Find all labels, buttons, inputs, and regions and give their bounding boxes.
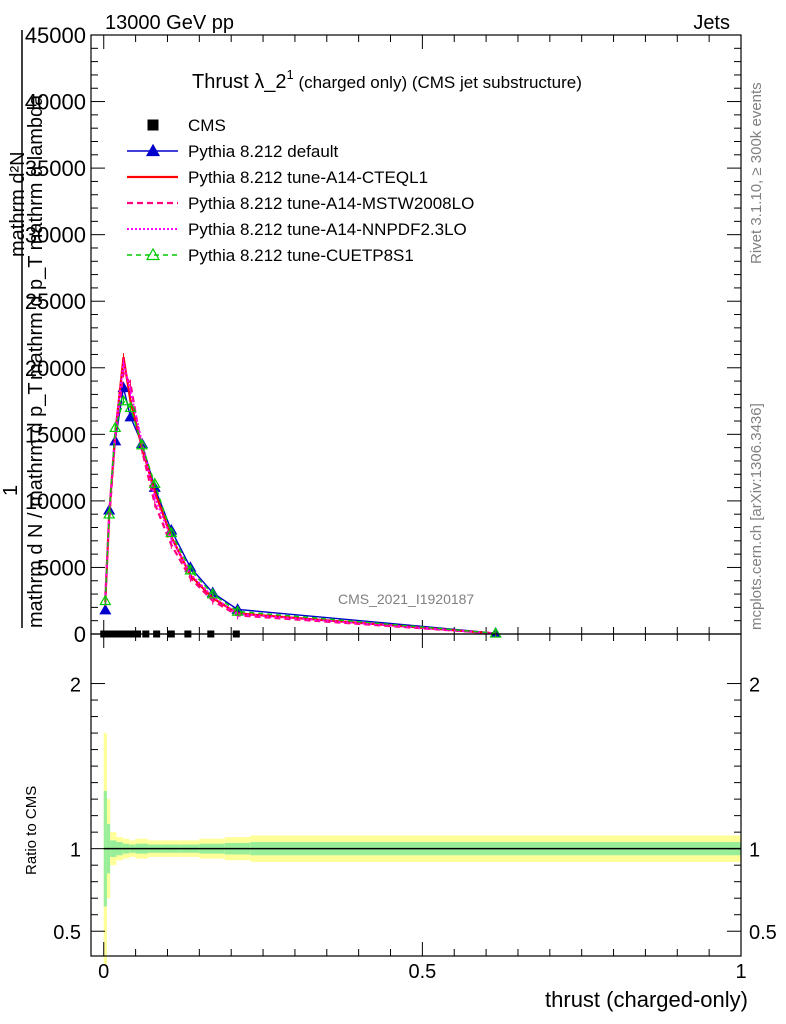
ratio-y-label: Ratio to CMS — [23, 786, 40, 875]
legend-label: Pythia 8.212 tune-A14-CTEQL1 — [188, 168, 428, 187]
series-default-point — [99, 603, 112, 615]
series-cuetp8s1-point — [109, 421, 122, 433]
y-label-lower-bottom: mathrm d N / mathrm d p_T — [25, 382, 47, 628]
series-cuetp8s1-point — [184, 563, 197, 575]
legend-label: Pythia 8.212 default — [188, 142, 339, 161]
y-tick-label: 20000 — [25, 356, 86, 381]
x-axis-label: thrust (charged-only) — [545, 987, 748, 1012]
ratio-frame — [90, 633, 742, 957]
legend-marker-cms — [147, 119, 159, 131]
header-right: Jets — [693, 12, 730, 34]
y-tick-label: 35000 — [25, 156, 86, 181]
chart-title-sup: 1 — [286, 67, 293, 82]
legend-label: Pythia 8.212 tune-A14-NNPDF2.3LO — [188, 220, 467, 239]
y-tick-label: 45000 — [25, 23, 86, 48]
ratio-y-tick-label: 0.5 — [53, 922, 81, 944]
mcplots-label: mcplots.cern.ch [arXiv:1306.3436] — [748, 403, 765, 630]
rivet-label: Rivet 3.1.10, ≥ 300k events — [748, 82, 765, 264]
series-cuetp8s1-point — [99, 594, 112, 606]
y-tick-label: 25000 — [25, 289, 86, 314]
series-cuetp8s1-point — [489, 627, 502, 638]
legend-label: CMS — [188, 116, 226, 135]
y-tick-label: 10000 — [25, 489, 86, 514]
chart-title-rest: (charged only) (CMS jet substructure) — [294, 73, 582, 92]
y-tick-label: 40000 — [25, 90, 86, 115]
series-cuetp8s1-point — [117, 394, 130, 406]
y-label-lower-top: 1 — [0, 485, 22, 496]
y-tick-label: 0 — [74, 622, 86, 647]
legend-label: Pythia 8.212 tune-CUETP8S1 — [188, 246, 414, 265]
series-cuetp8s1-point — [231, 605, 244, 616]
analysis-watermark: CMS_2021_I1920187 — [338, 591, 474, 607]
ratio-panel: 0 0.5 10.5 0.51 12 2 — [53, 633, 777, 983]
series-mstw2008lo-line — [104, 370, 496, 635]
ratio-y-tick-label: 2 — [70, 675, 81, 697]
series-cuetp8s1-point — [165, 526, 178, 538]
series-nnpdf23lo-line — [104, 362, 496, 635]
y-tick-label: 15000 — [25, 422, 86, 447]
y-label-upper-top: mathrm d²N — [7, 151, 29, 257]
legend: CMS Pythia 8.212 default Pythia 8.212 tune… — [127, 116, 474, 265]
series-cuetp8s1-point — [135, 438, 149, 450]
ratio-y-tick-label-right: 0.5 — [749, 922, 777, 944]
chart-title-main: Thrust λ_2 — [192, 71, 286, 93]
legend-marker-series-default — [145, 143, 161, 157]
legend-label: Pythia 8.212 tune-A14-MSTW2008LO — [188, 194, 474, 213]
series-cuetp8s1-line — [104, 399, 496, 634]
x-tick-label: 0.5 — [408, 961, 436, 983]
chart-title: Thrust λ_21 (charged only) (CMS jet subs… — [192, 67, 582, 93]
ratio-y-tick-label: 1 — [70, 840, 81, 862]
upper-panel: 0 5000 10000 15000 20000 25000 30000 35000 40000… — [25, 23, 742, 647]
y-tick-label: 5000 — [37, 555, 86, 580]
x-tick-label: 1 — [735, 961, 746, 983]
y-label-upper-bottom: mathrm d p_T mathrm d lambda — [25, 94, 47, 380]
y-tick-label: 30000 — [25, 223, 86, 248]
ratio-y-tick-label-right: 1 — [749, 840, 760, 862]
x-tick-label: 0 — [98, 961, 109, 983]
series-cuetp8s1-point — [124, 401, 137, 413]
series-cuetp8s1-point — [206, 587, 219, 599]
ratio-y-tick-label-right: 2 — [749, 675, 760, 697]
series-cuetp8s1-point — [148, 477, 161, 488]
upper-y-label: mathrm d²N mathrm d p_T mathrm d lambda … — [0, 30, 47, 628]
legend-marker-series-cuetp8s1 — [145, 247, 161, 261]
series-cuetp8s1-point — [103, 507, 116, 519]
header-left: 13000 GeV pp — [105, 12, 234, 34]
